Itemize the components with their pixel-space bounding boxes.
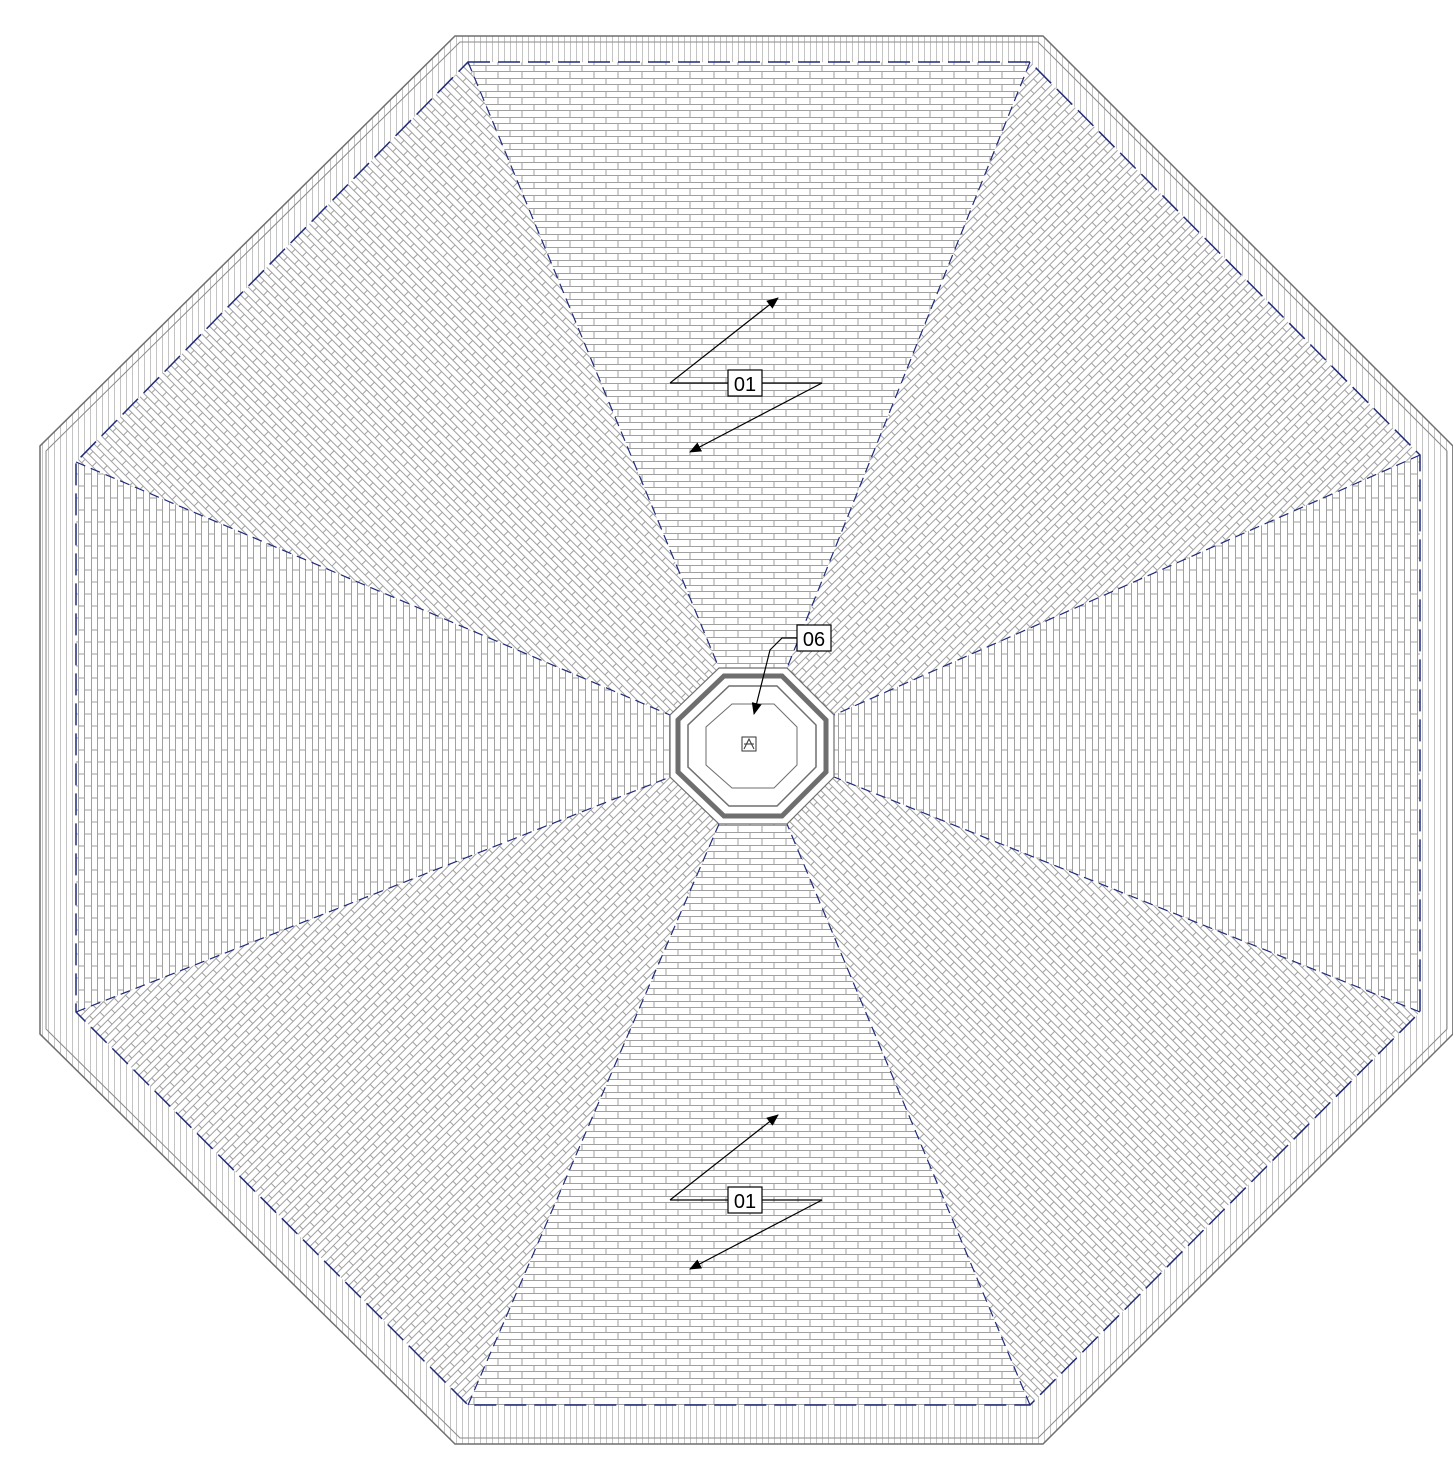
facet-northwest [76,62,719,715]
callout-tag-box [727,369,763,397]
facet-north [468,62,1030,668]
lantern-symbol-icon [741,736,757,752]
hip-line [833,776,1421,1013]
callout-tag-label: 06 [803,629,825,651]
callout-tag-label: 01 [734,1191,756,1213]
arrow-icon [669,1114,779,1201]
hip-line [786,61,1031,669]
hip-line [75,776,671,1013]
facet-east [834,455,1420,1012]
callout-tag-label: 01 [734,374,756,396]
hip-lines [75,61,1421,1406]
callout-tag-box [727,1186,763,1214]
arrow-icon [689,382,823,453]
callout-top: 01 [669,297,823,453]
hip-line [467,823,720,1406]
hip-line [786,823,1031,1406]
facet-southeast [787,777,1420,1405]
callout-bottom: 01 [669,1114,823,1270]
roof-facets [76,62,1420,1405]
central-lantern [669,667,835,825]
facet-northeast [787,62,1420,715]
arrow-icon [751,637,797,715]
arrow-icon [689,1199,823,1270]
callout-center: 06 [751,624,832,715]
arrow-icon [669,297,779,384]
hip-line [467,61,720,669]
facet-west [76,462,670,1012]
hip-line [75,461,671,716]
facet-south [468,824,1030,1405]
callout-tag-box [796,624,832,652]
facet-southwest [76,777,719,1405]
hip-line [833,454,1421,716]
